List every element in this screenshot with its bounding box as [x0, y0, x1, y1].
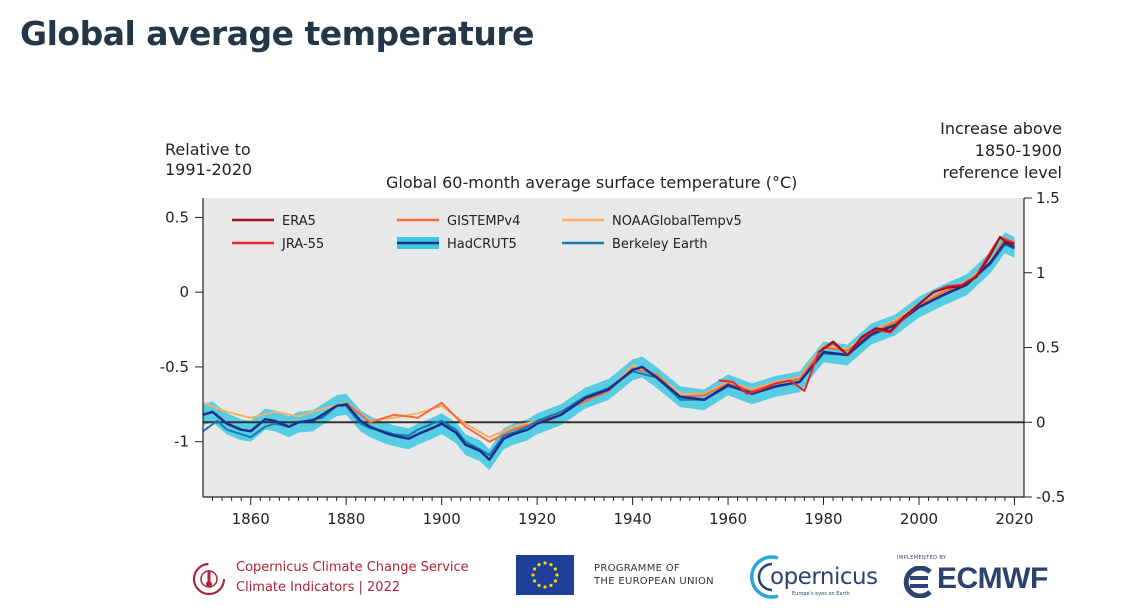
- x-tick-label: 1960: [709, 510, 747, 528]
- c3s-line2: Climate Indicators | 2022: [236, 580, 401, 595]
- x-tick-label: 1880: [327, 510, 365, 528]
- x-tick-label: 1900: [423, 510, 461, 528]
- copernicus-tagline: Europe's eyes on Earth: [792, 591, 850, 597]
- plot-area: [203, 198, 1024, 497]
- y-right-tick-label: -0.5: [1036, 488, 1065, 506]
- left-axis-label-line1: Relative to: [165, 140, 251, 159]
- ecmwf-logo-icon: [903, 566, 932, 598]
- series-line-era5: [818, 235, 1015, 356]
- copernicus-logo-icon: [750, 555, 779, 599]
- right-axis-label-line1: Increase above: [940, 119, 1062, 138]
- x-tick-label: 1920: [518, 510, 556, 528]
- left-axis-label: Relative to 1991-2020: [165, 140, 252, 180]
- legend-label-hadcrut5: HadCRUT5: [447, 237, 517, 252]
- copernicus-word: opernicus: [770, 564, 878, 590]
- series-line-gistempv4: [345, 237, 1015, 443]
- ecmwf-implemented-by: IMPLEMENTED BY: [897, 555, 947, 561]
- legend-label-berkeley-earth: Berkeley Earth: [612, 237, 708, 252]
- y-left-tick-label: 0: [179, 283, 189, 301]
- x-tick-label: 1980: [804, 510, 842, 528]
- programme-line1: PROGRAMME OF: [594, 563, 680, 574]
- series-line-hadcrut5: [202, 241, 1016, 461]
- programme-line2: THE EUROPEAN UNION: [594, 576, 714, 587]
- page-title: Global average temperature: [20, 14, 534, 53]
- y-right-tick-label: 0: [1036, 413, 1046, 431]
- chart-title: Global 60-month average surface temperat…: [386, 173, 798, 192]
- x-tick-label: 1860: [232, 510, 270, 528]
- legend-label-era5: ERA5: [282, 214, 316, 229]
- y-right-tick-label: 1: [1036, 264, 1046, 282]
- c3s-logo-icon: [192, 562, 226, 596]
- y-left-tick-label: -0.5: [160, 358, 189, 376]
- c3s-line1: Copernicus Climate Change Service: [236, 560, 469, 575]
- left-axis-label-line2: 1991-2020: [165, 160, 253, 179]
- y-left-tick-label: 0.5: [165, 208, 189, 226]
- right-axis-label-line2: 1850-1900: [974, 141, 1062, 160]
- legend-label-jra-55: JRA-55: [281, 237, 324, 252]
- x-tick-label: 2000: [900, 510, 938, 528]
- x-tick-label: 2020: [995, 510, 1033, 528]
- series-line-jra-55: [718, 235, 1015, 395]
- legend-label-noaaglobaltempv5: NOAAGlobalTempv5: [612, 214, 742, 229]
- temperature-chart: 1860 1880 1900 1920 1940 1960 1980 2000 2020 0.5 0…: [160, 189, 1066, 528]
- eu-flag-icon: [516, 555, 574, 595]
- y-right-tick-label: 0.5: [1036, 339, 1060, 357]
- y-left-tick-label: -1: [174, 433, 189, 451]
- right-axis-label: Increase above 1850-1900 reference level: [940, 118, 1062, 184]
- x-tick-label: 1940: [613, 510, 651, 528]
- y-right-tick-label: 1.5: [1036, 189, 1060, 207]
- right-axis-label-line3: reference level: [942, 163, 1062, 182]
- ecmwf-word: ECMWF: [937, 562, 1048, 595]
- legend-label-gistempv4: GISTEMPv4: [447, 214, 520, 229]
- footer: Copernicus Climate Change Service Climat…: [0, 548, 1125, 610]
